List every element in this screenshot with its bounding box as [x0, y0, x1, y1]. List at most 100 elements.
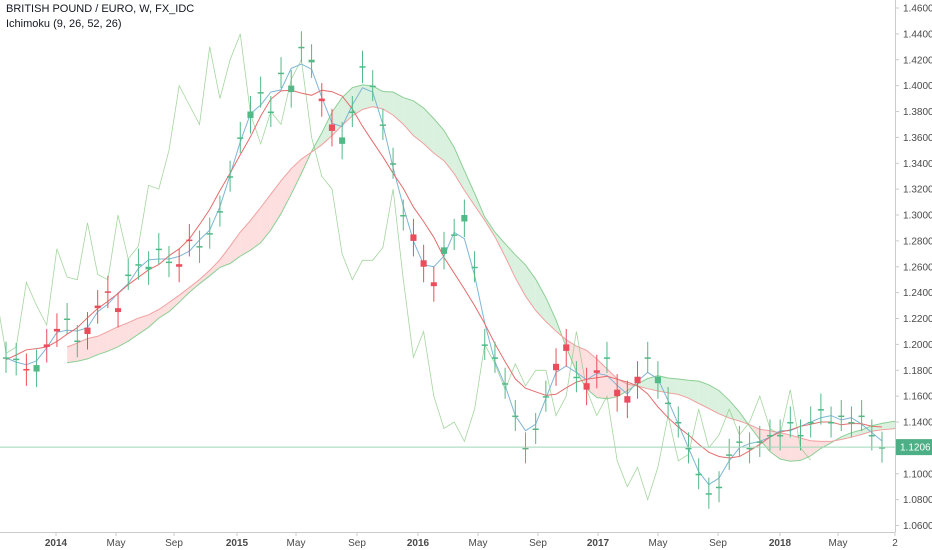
- price-tick-label: 1.4000: [903, 81, 932, 92]
- candle-body: [430, 282, 437, 287]
- cloud-segment: [882, 421, 893, 430]
- cloud-segment: [158, 302, 169, 319]
- candle-body: [787, 422, 794, 424]
- last-price-marker: 1.1206: [0, 439, 932, 456]
- candle-body: [532, 428, 539, 430]
- candle-body: [878, 447, 886, 449]
- candle-body: [227, 176, 234, 178]
- cloud-segment: [433, 118, 444, 161]
- price-axis-bg: [895, 0, 932, 550]
- time-tick-label: Sep: [709, 538, 727, 549]
- price-tick-label: 1.3600: [903, 133, 932, 144]
- span-b-line: [66, 106, 932, 442]
- candle-body: [176, 264, 183, 267]
- candle-body: [145, 266, 152, 270]
- price-tick-label: 1.3200: [903, 185, 932, 196]
- time-tick-label: May: [107, 538, 126, 549]
- cloud-segment: [67, 343, 78, 363]
- cloud-segment: [209, 259, 220, 276]
- candle-body: [237, 137, 244, 139]
- cloud-segment: [382, 91, 394, 116]
- candle-body: [23, 368, 30, 371]
- cloud-segment: [219, 246, 231, 268]
- indicator-lines: [0, 33, 883, 502]
- cloud-segment: [861, 425, 872, 435]
- candle-body: [33, 365, 40, 372]
- price-tick-label: 1.1400: [903, 418, 932, 429]
- time-tick-label: Sep: [165, 538, 183, 549]
- candle-body: [74, 340, 81, 343]
- cloud-segment: [851, 429, 862, 438]
- candle-body: [298, 46, 305, 49]
- time-tick-label: 2018: [769, 538, 792, 549]
- price-axis[interactable]: 1.06001.08001.10001.12001.14001.16001.18…: [895, 0, 932, 550]
- price-tick-label: 1.3000: [903, 211, 932, 222]
- candle-body: [715, 486, 723, 489]
- candle-body: [2, 357, 10, 359]
- price-tick-label: 1.0600: [903, 521, 932, 532]
- candle-body: [216, 211, 223, 213]
- candle-body: [807, 422, 814, 424]
- cloud-segment: [423, 107, 434, 154]
- price-tick-label: 1.2200: [903, 314, 932, 325]
- candle-body: [13, 358, 20, 361]
- candle-body: [318, 98, 325, 102]
- candle-body: [502, 383, 509, 385]
- candle-body: [155, 248, 162, 251]
- cloud-segment: [281, 168, 292, 214]
- price-tick-label: 1.3400: [903, 159, 932, 170]
- candle-body: [196, 246, 203, 248]
- cloud-segment: [810, 440, 821, 456]
- candle-body: [94, 305, 101, 309]
- candle-body: [828, 422, 835, 424]
- candle-body: [165, 261, 173, 264]
- cloud-segment: [790, 434, 801, 462]
- candle-body: [593, 370, 600, 373]
- cloud-segment: [168, 295, 180, 312]
- time-tick-label: 2017: [587, 538, 610, 549]
- indicator-label: Ichimoku (9, 26, 52, 26): [6, 18, 122, 30]
- time-tick-label: 2016: [407, 538, 430, 549]
- time-axis[interactable]: 2014 May Sep 2015 May Sep 2016 May Sep 2017 May Sep…: [0, 532, 898, 549]
- cloud-segment: [535, 279, 546, 322]
- candle-body: [583, 383, 590, 390]
- cloud-segment: [372, 85, 383, 109]
- price-tick-label: 1.4600: [903, 4, 932, 15]
- candle-body: [624, 396, 631, 403]
- candle-body: [369, 85, 376, 88]
- tenkan-line: [5, 63, 883, 486]
- cloud-segment: [668, 378, 679, 395]
- price-tick-label: 1.2000: [903, 340, 932, 351]
- price-tick-label: 1.4400: [903, 29, 932, 40]
- price-tick-label: 1.1800: [903, 366, 932, 377]
- cloud-segment: [250, 207, 261, 251]
- candle-body: [451, 234, 458, 236]
- candle-body: [777, 434, 784, 437]
- span-a-line: [67, 84, 932, 462]
- cloud-segment: [545, 297, 557, 332]
- cloud-segment: [464, 170, 475, 206]
- cloud-segment: [342, 87, 353, 126]
- candle-body: [43, 344, 50, 347]
- candle-body: [84, 327, 91, 335]
- price-tick-label: 1.0800: [903, 495, 932, 506]
- cloud-segment: [596, 359, 607, 399]
- candle-body: [746, 447, 753, 450]
- cloud-segment: [494, 232, 506, 257]
- candle-body: [654, 376, 661, 384]
- cloud-segment: [719, 390, 730, 418]
- cloud-segment: [403, 97, 414, 136]
- cloud-segment: [118, 322, 129, 347]
- candle-body: [491, 357, 498, 359]
- candle-body: [206, 233, 213, 235]
- time-tick-label: 2015: [226, 538, 249, 549]
- time-tick-label: May: [649, 538, 668, 549]
- candle-body: [634, 376, 641, 384]
- candle-body: [685, 447, 692, 450]
- candle-body: [349, 111, 356, 114]
- candle-body: [756, 441, 763, 443]
- time-tick-label: Sep: [529, 538, 547, 549]
- last-price-label: 1.1206: [900, 443, 931, 454]
- candle-body: [817, 409, 824, 411]
